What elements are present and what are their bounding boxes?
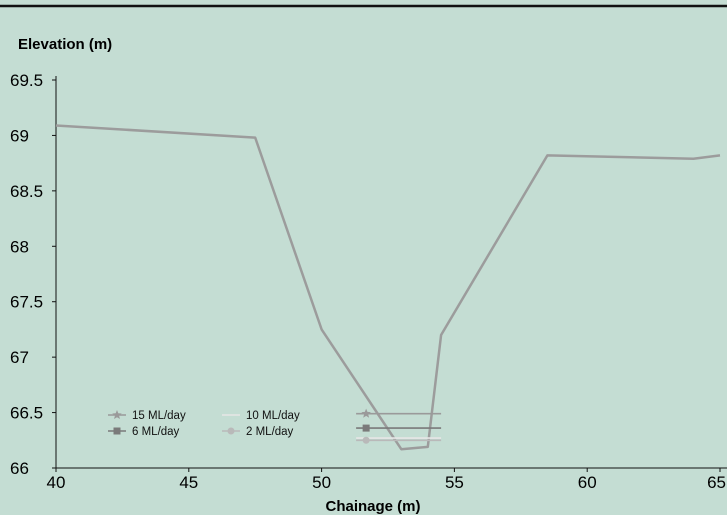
y-tick-label: 66.5	[10, 404, 43, 423]
y-tick-label: 67	[10, 348, 29, 367]
x-tick-label: 60	[578, 473, 597, 492]
y-tick-label: 68.5	[10, 182, 43, 201]
x-tick-label: 45	[179, 473, 198, 492]
series-marker-6-ml-day	[362, 424, 370, 432]
series-marker-15-ml-day	[361, 408, 371, 418]
legend-label-2-ml-day: 2 ML/day	[246, 426, 294, 438]
y-tick-label: 66	[10, 459, 29, 478]
y-tick-label: 69.5	[10, 71, 43, 90]
x-tick-label: 50	[312, 473, 331, 492]
cross-section-line	[55, 124, 721, 451]
legend-label-10-ml-day: 10 ML/day	[246, 410, 300, 422]
legend-marker-6-ml-day	[113, 427, 121, 435]
legend-label-6-ml-day: 6 ML/day	[132, 426, 180, 438]
y-tick-label: 68	[10, 237, 29, 256]
x-tick-label: 55	[445, 473, 464, 492]
y-tick-label: 67.5	[10, 293, 43, 312]
series-marker-2-ml-day	[362, 436, 370, 444]
legend-marker-2-ml-day	[227, 427, 235, 435]
x-axis-title: Chainage (m)	[325, 498, 420, 515]
legend-label-15-ml-day: 15 ML/day	[132, 410, 186, 422]
legend-marker-15-ml-day	[112, 410, 122, 420]
y-tick-label: 69	[10, 126, 29, 145]
x-tick-label: 65	[707, 473, 726, 492]
y-axis-title: Elevation (m)	[18, 36, 112, 53]
x-tick-label: 40	[47, 473, 66, 492]
